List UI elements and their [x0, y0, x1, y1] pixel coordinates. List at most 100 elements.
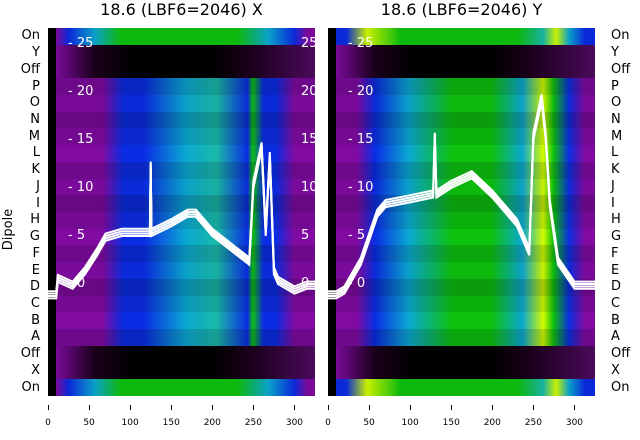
row-label: N [30, 112, 40, 127]
heatmap-row [56, 262, 315, 280]
heatmap-row [56, 178, 315, 196]
heatmap-row [336, 295, 595, 313]
heatmap-row [336, 278, 595, 297]
heatmap-row [56, 379, 315, 396]
x-tick-label: 200 [203, 418, 221, 428]
row-label: I [611, 195, 615, 211]
x-tick [410, 405, 412, 410]
heatmap-row [336, 44, 595, 62]
x-tick [48, 405, 49, 410]
x-tick [294, 405, 296, 410]
heatmap-row [336, 78, 595, 96]
x-tick-label: 50 [83, 418, 95, 428]
x-tick-label: 0 [45, 418, 51, 428]
inner-ytick-label-right: 25 [301, 36, 318, 51]
inner-ytick-label: - 5 [68, 228, 86, 243]
inner-ytick-label-right: 20 [301, 84, 318, 99]
inner-ytick-label: - 20 [68, 84, 94, 99]
heatmap-row [56, 329, 315, 347]
row-label: P [32, 78, 40, 94]
x-tick-label: 250 [244, 418, 262, 428]
row-label: J [611, 178, 615, 194]
x-tick [130, 405, 132, 410]
heatmap-row [56, 278, 315, 297]
x-tick-label: 300 [565, 418, 584, 428]
row-label: Y [611, 45, 619, 61]
inner-ytick-label: - 10 [348, 180, 374, 195]
heatmap-row [336, 111, 595, 129]
inner-ytick-label-right: 0 [301, 276, 310, 291]
heatmap-row [56, 345, 315, 364]
row-label: Off [20, 346, 40, 362]
row-label: K [611, 162, 620, 178]
x-tick-label: 300 [285, 418, 304, 428]
row-label: C [30, 296, 40, 311]
x-tick [451, 405, 453, 410]
series-line [328, 98, 595, 297]
heatmap-row [336, 94, 595, 113]
row-label: Off [20, 61, 40, 77]
row-label: H [30, 212, 40, 228]
row-label: J [36, 178, 40, 194]
heatmap-row [56, 94, 315, 113]
x-tick-label: 50 [363, 418, 375, 428]
heatmap-row [56, 44, 315, 62]
row-label: X [31, 362, 40, 378]
row-label: L [611, 145, 619, 161]
heatmap-row [56, 195, 315, 213]
inner-ytick-label: - 10 [68, 180, 94, 195]
heatmap-row [336, 262, 595, 280]
heatmap-row [336, 178, 595, 196]
x-tick [253, 405, 255, 410]
heatmap-row [56, 161, 315, 180]
x-tick [369, 405, 371, 410]
heatmap-row [336, 329, 595, 347]
row-label: N [611, 112, 621, 127]
inner-ytick-label: - 25 [348, 36, 374, 51]
chart-title: 18.6 (LBF6=2046) X [100, 0, 263, 19]
row-label: F [611, 245, 619, 261]
row-label: A [31, 329, 40, 345]
x-tick [212, 405, 214, 410]
heatmap-row [336, 145, 595, 163]
inner-ytick-label: - 20 [348, 84, 374, 99]
heatmap-row [336, 345, 595, 364]
row-label: B [31, 312, 40, 328]
overlay-lines [328, 94, 595, 300]
heatmap-row [56, 362, 315, 380]
row-label: On [611, 28, 630, 44]
inner-ytick-label: - 15 [68, 132, 94, 147]
inner-ytick-label: - 25 [68, 36, 94, 51]
row-label: X [611, 362, 620, 378]
x-tick [171, 405, 173, 410]
y-axis-label: Dipole [1, 208, 17, 251]
row-label: Off [611, 346, 631, 362]
row-label: O [611, 95, 622, 111]
heatmap-row [56, 111, 315, 129]
x-tick [89, 405, 91, 410]
x-tick-label: 0 [325, 418, 331, 428]
series-line [328, 101, 595, 300]
x-tick-label: 250 [524, 418, 542, 428]
x-tick [328, 405, 329, 410]
heatmap-row [336, 28, 595, 46]
inner-ytick-label-right: 10 [301, 180, 318, 195]
row-label: L [32, 145, 40, 161]
heatmap-row [336, 128, 595, 146]
series-line [328, 96, 595, 295]
heatmap-row [336, 379, 595, 396]
x-tick [492, 405, 494, 410]
heatmap-row [56, 78, 315, 96]
heatmap-row [56, 312, 315, 330]
row-label: F [32, 245, 40, 261]
series-line [328, 94, 595, 293]
row-label: On [21, 379, 40, 395]
row-label: Off [611, 61, 631, 77]
heatmap-row [56, 128, 315, 146]
row-label: B [611, 312, 620, 328]
row-label: On [611, 379, 630, 395]
row-label: D [611, 279, 622, 295]
row-label: I [36, 195, 40, 211]
row-label: O [29, 95, 40, 111]
x-tick-label: 150 [442, 418, 460, 428]
